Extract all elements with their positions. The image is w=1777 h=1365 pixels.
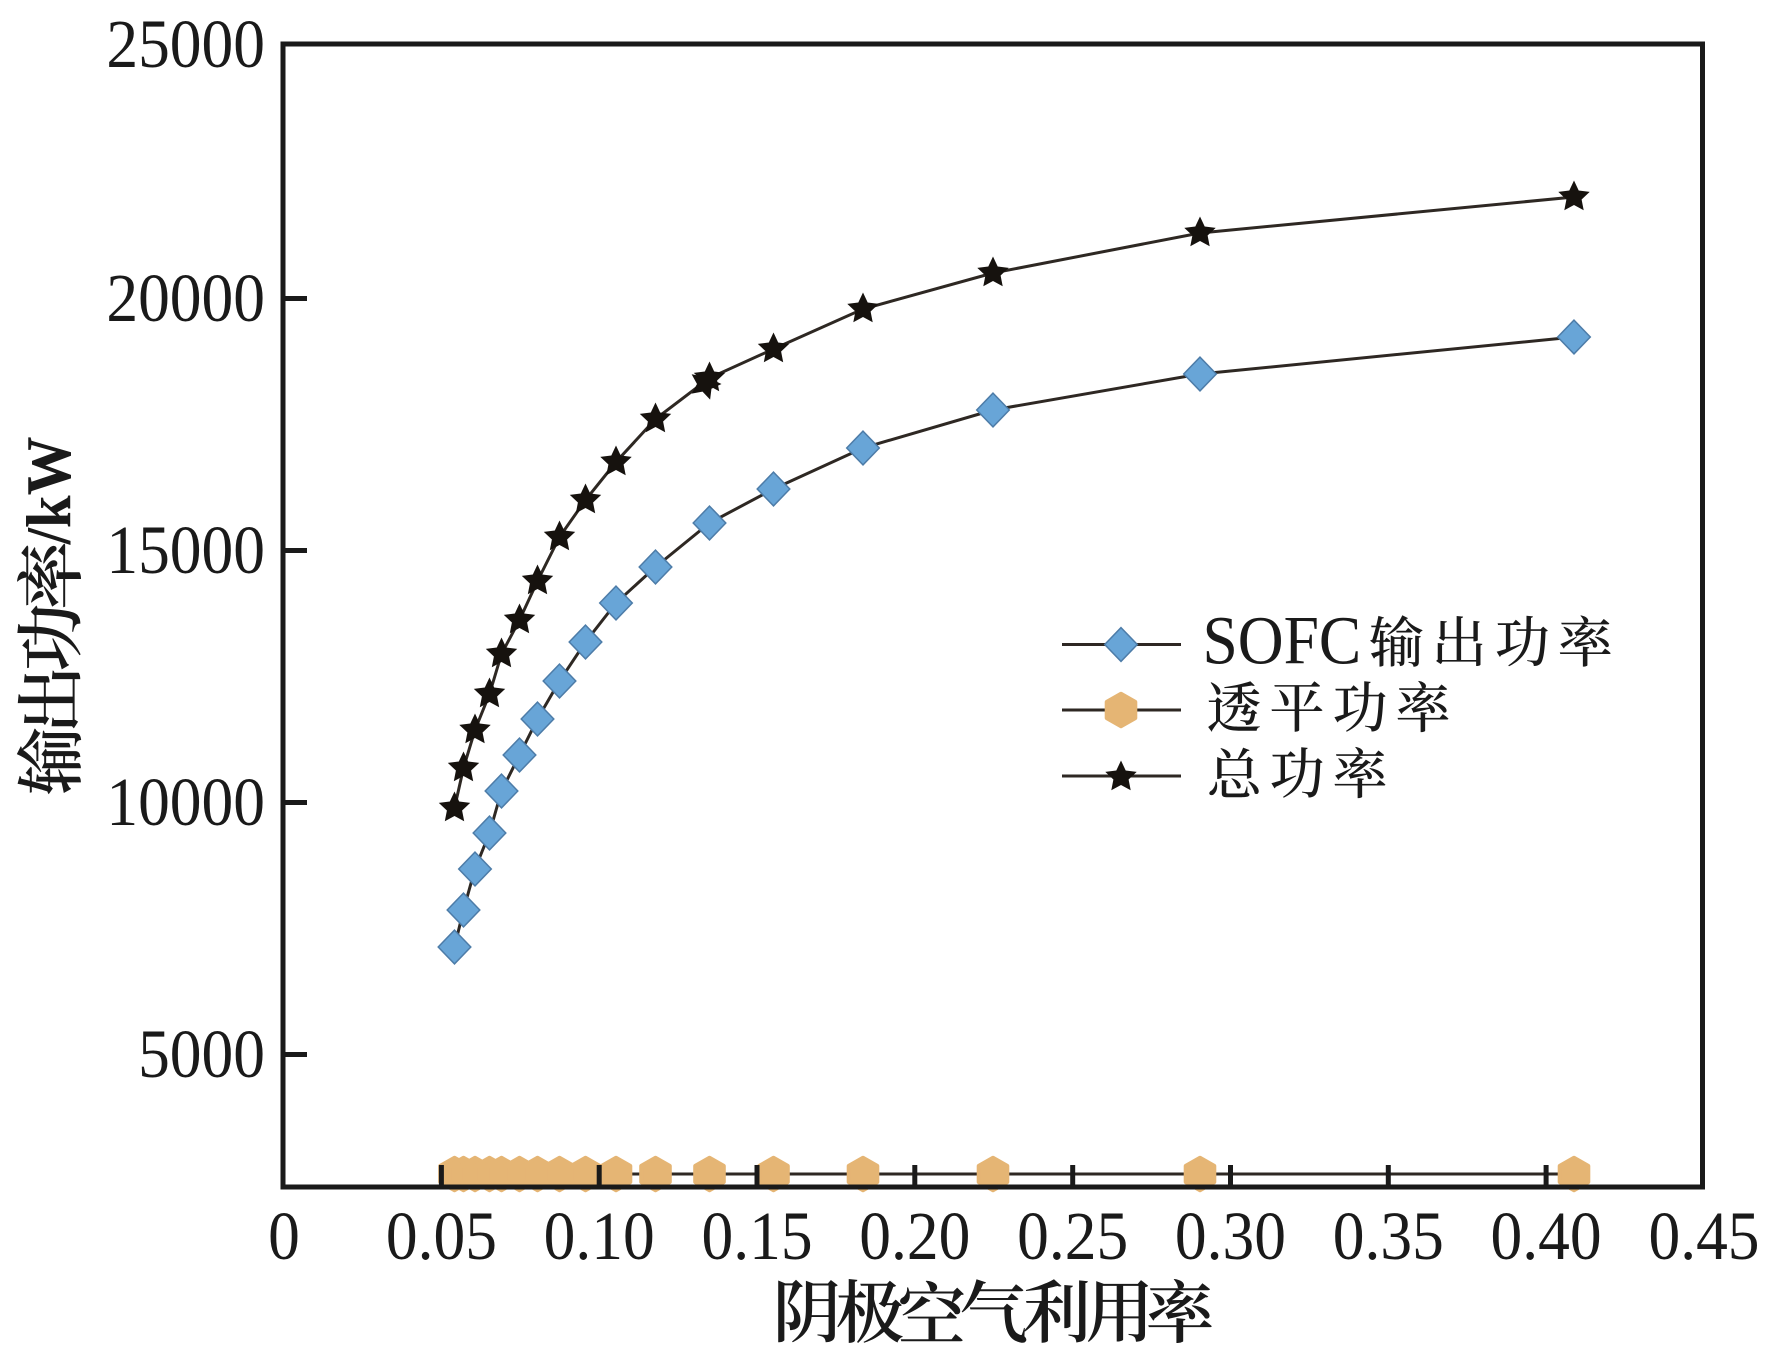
svg-text:SOFC: SOFC — [1203, 603, 1362, 679]
svg-text:15000: 15000 — [106, 513, 265, 589]
svg-text:0.15: 0.15 — [701, 1199, 812, 1275]
svg-text:0.10: 0.10 — [544, 1199, 655, 1275]
svg-text:0.40: 0.40 — [1491, 1199, 1602, 1275]
svg-text:10000: 10000 — [106, 765, 265, 841]
svg-text:0.20: 0.20 — [859, 1199, 970, 1275]
svg-text:0.35: 0.35 — [1333, 1199, 1444, 1275]
svg-text:20000: 20000 — [106, 261, 265, 337]
svg-text:25000: 25000 — [106, 7, 265, 83]
svg-text:/kW: /kW — [14, 436, 85, 545]
svg-text:5000: 5000 — [138, 1017, 265, 1093]
svg-text:0.45: 0.45 — [1648, 1199, 1759, 1275]
svg-text:0.30: 0.30 — [1175, 1199, 1286, 1275]
svg-text:0.05: 0.05 — [386, 1199, 497, 1275]
svg-text:0: 0 — [268, 1199, 300, 1275]
svg-text:0.25: 0.25 — [1017, 1199, 1128, 1275]
